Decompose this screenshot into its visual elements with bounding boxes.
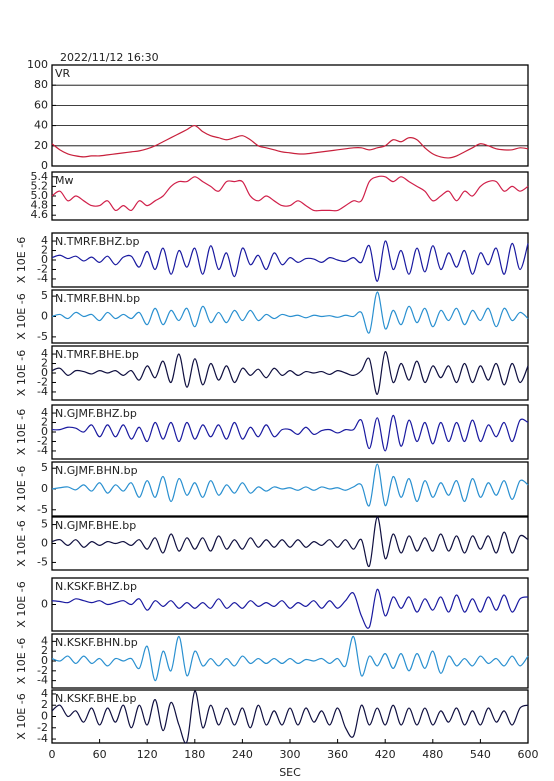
- x-tick-label: 0: [49, 748, 56, 761]
- trace: [51, 588, 529, 629]
- trace-label: N.TMRF.BHZ.bp: [55, 235, 139, 248]
- y-tick-label: -4: [37, 674, 48, 687]
- y-tick-label: 0: [41, 159, 48, 172]
- y-tick-label: 5.2: [31, 179, 49, 192]
- y-tick-label: 0: [41, 482, 48, 495]
- trace: [51, 351, 529, 395]
- y-tick-label: -2: [37, 262, 48, 275]
- trace: [51, 463, 529, 507]
- y-tick-label: 60: [34, 98, 48, 111]
- trace: [51, 240, 529, 282]
- y-tick-label: -2: [37, 375, 48, 388]
- trace-label: N.KSKF.BHE.bp: [55, 692, 136, 705]
- y-tick-label: -4: [37, 385, 48, 398]
- y-tick-label: 5: [41, 461, 48, 474]
- y-tick-label: 4: [41, 634, 48, 647]
- y-tick-label: 0: [41, 253, 48, 266]
- y-tick-label: -2: [37, 664, 48, 677]
- y-tick-label: -5: [37, 503, 48, 516]
- x-tick-label: 420: [375, 748, 396, 761]
- x-tick-label: 540: [470, 748, 491, 761]
- trace: [51, 516, 529, 567]
- trace: [51, 690, 529, 744]
- y-tick-label: 4.6: [31, 208, 49, 221]
- y-tick-label: -5: [37, 330, 48, 343]
- y-tick-label: -5: [37, 555, 48, 568]
- trace-label: N.GJMF.BHZ.bp: [55, 407, 137, 420]
- y-tick-label: 2: [41, 244, 48, 257]
- y-axis-label: X 10E -6: [15, 466, 28, 512]
- y-axis-label: X 10E -6: [15, 409, 28, 455]
- y-tick-label: 5.4: [31, 170, 49, 183]
- y-tick-label: 5.0: [31, 189, 49, 202]
- y-tick-label: 5: [41, 289, 48, 302]
- x-tick-label: 600: [518, 748, 539, 761]
- y-tick-label: 0: [41, 654, 48, 667]
- y-tick-label: 20: [34, 139, 48, 152]
- y-tick-label: 2: [41, 698, 48, 711]
- y-axis-label: X 10E -6: [15, 293, 28, 339]
- y-tick-label: 4.8: [31, 199, 49, 212]
- panel-frame: [51, 64, 529, 167]
- y-tick-label: 2: [41, 644, 48, 657]
- trace-label: VR: [55, 67, 71, 80]
- trace-label: Mw: [55, 174, 74, 187]
- y-tick-label: 4: [41, 406, 48, 419]
- y-tick-label: -4: [37, 732, 48, 745]
- x-tick-label: 480: [422, 748, 443, 761]
- y-tick-label: 2: [41, 416, 48, 429]
- y-tick-label: 0: [41, 710, 48, 723]
- x-tick-label: 120: [137, 748, 158, 761]
- y-axis-label: X 10E -6: [15, 638, 28, 684]
- trace: [51, 124, 529, 159]
- x-tick-label: 60: [93, 748, 107, 761]
- trace: [51, 291, 529, 334]
- y-axis-label: X 10E -6: [15, 693, 28, 739]
- y-axis-label: X 10E -6: [15, 237, 28, 283]
- y-axis-label: X 10E -6: [15, 520, 28, 566]
- trace-label: N.GJMF.BHN.bp: [55, 464, 138, 477]
- y-axis-label: X 10E -6: [15, 350, 28, 396]
- trace-label: N.KSKF.BHN.bp: [55, 636, 138, 649]
- y-tick-label: 0: [41, 366, 48, 379]
- y-tick-label: 0: [41, 537, 48, 550]
- y-tick-label: 4: [41, 347, 48, 360]
- x-tick-label: 360: [327, 748, 348, 761]
- x-tick-label: 300: [280, 748, 301, 761]
- y-tick-label: 100: [27, 58, 48, 71]
- trace-label: N.TMRF.BHE.bp: [55, 348, 139, 361]
- y-tick-label: -4: [37, 444, 48, 457]
- y-tick-label: 0: [41, 310, 48, 323]
- y-tick-label: 2: [41, 357, 48, 370]
- y-tick-label: -2: [37, 434, 48, 447]
- x-tick-label: 180: [184, 748, 205, 761]
- trace: [51, 414, 529, 452]
- chart-title: 2022/11/12 16:30: [60, 51, 159, 64]
- y-tick-label: 0: [41, 598, 48, 611]
- y-axis-label: X 10E -6: [15, 581, 28, 627]
- trace-label: N.GJMF.BHE.bp: [55, 519, 136, 532]
- y-tick-label: 0: [41, 425, 48, 438]
- trace: [51, 175, 529, 212]
- y-tick-label: -4: [37, 272, 48, 285]
- y-tick-label: 5: [41, 518, 48, 531]
- y-tick-label: 80: [34, 78, 48, 91]
- trace-label: N.KSKF.BHZ.bp: [55, 580, 137, 593]
- y-tick-label: 40: [34, 119, 48, 132]
- trace: [51, 635, 529, 682]
- x-axis-label: SEC: [279, 766, 301, 779]
- y-tick-label: -2: [37, 721, 48, 734]
- y-tick-label: 4: [41, 687, 48, 700]
- panel-frame: [51, 171, 529, 221]
- y-tick-label: 4: [41, 234, 48, 247]
- x-tick-label: 240: [232, 748, 253, 761]
- trace-label: N.TMRF.BHN.bp: [55, 292, 140, 305]
